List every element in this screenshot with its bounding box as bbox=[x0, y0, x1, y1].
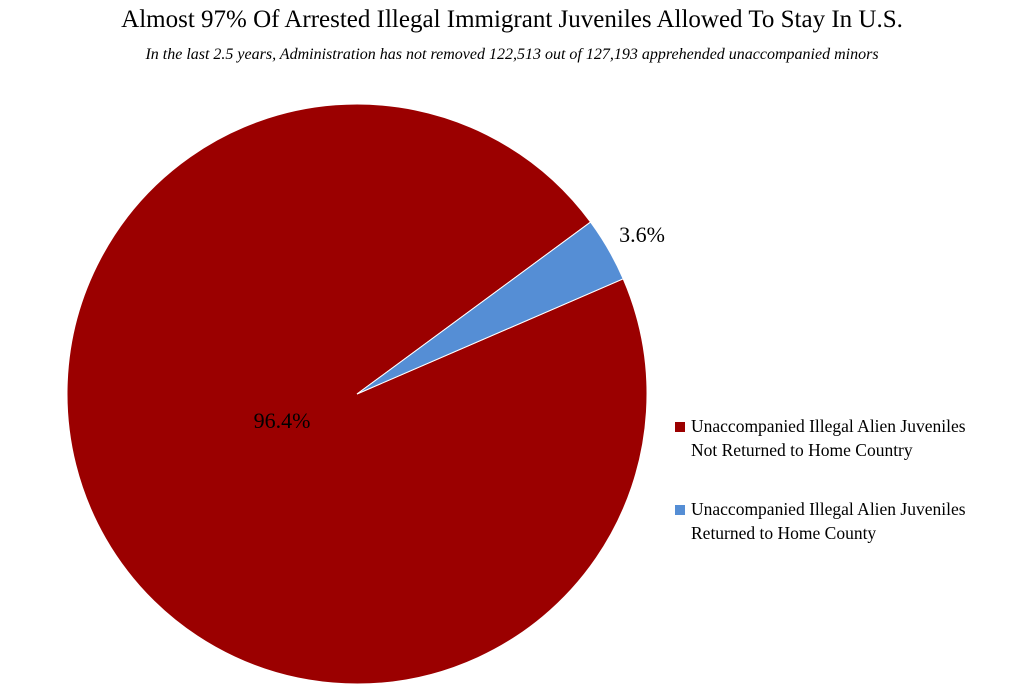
legend-label-line2: Not Returned to Home Country bbox=[691, 440, 913, 460]
legend-label-line1: Unaccompanied Illegal Alien Juveniles bbox=[691, 416, 966, 436]
data-label-0: 96.4% bbox=[254, 408, 311, 433]
data-label-1: 3.6% bbox=[619, 222, 665, 247]
legend-label-line1: Unaccompanied Illegal Alien Juveniles bbox=[691, 499, 966, 519]
chart-title: Almost 97% Of Arrested Illegal Immigrant… bbox=[121, 6, 903, 33]
chart-subtitle: In the last 2.5 years, Administration ha… bbox=[145, 46, 879, 63]
legend-label-line2: Returned to Home County bbox=[691, 523, 877, 543]
pie-slice-1 bbox=[356, 221, 624, 395]
legend-item-not-returned: Unaccompanied Illegal Alien Juveniles No… bbox=[675, 414, 1024, 462]
legend-swatch-blue bbox=[675, 505, 685, 515]
legend-swatch-red bbox=[675, 422, 685, 432]
legend-item-returned: Unaccompanied Illegal Alien Juveniles Re… bbox=[675, 497, 1024, 545]
